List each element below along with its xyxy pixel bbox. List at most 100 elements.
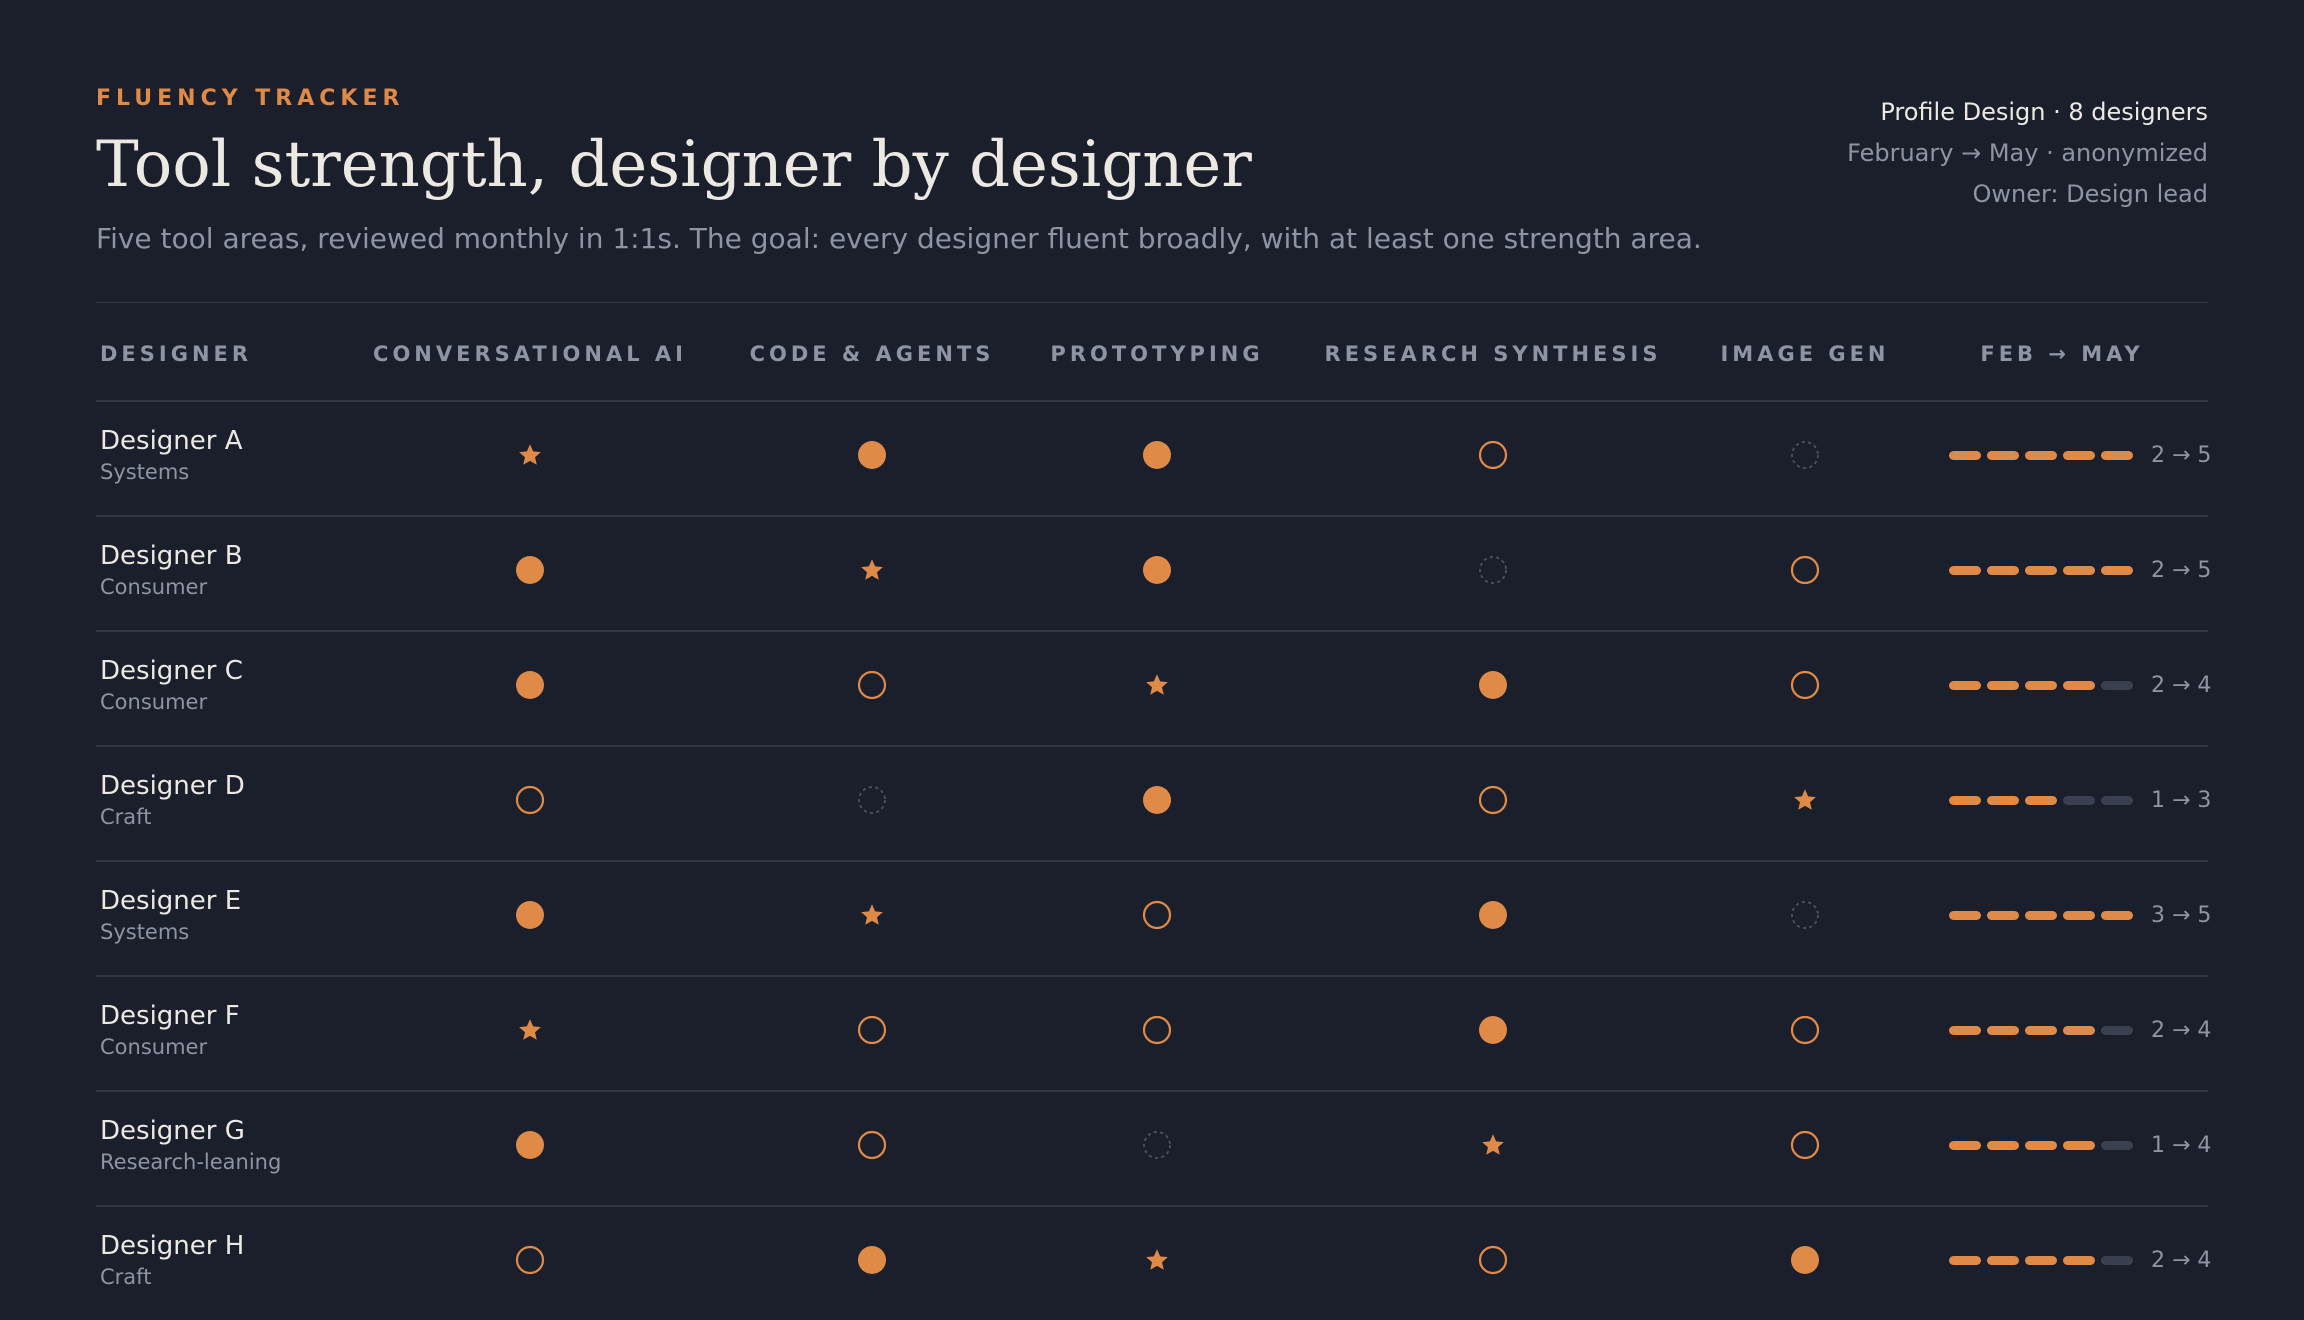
page-subtitle: Five tool areas, reviewed monthly in 1:1… xyxy=(96,222,1702,255)
designer-name: Designer E xyxy=(100,886,242,916)
designer-cell: Designer E Systems xyxy=(100,886,241,944)
trend-segment xyxy=(2063,1255,2095,1265)
trend-segment xyxy=(2101,565,2133,575)
trend-indicator: 2 → 4 xyxy=(1949,1246,2211,1274)
designer-team: Systems xyxy=(100,460,190,484)
trend-segment xyxy=(2101,450,2133,460)
trend-segment xyxy=(1949,1025,1981,1035)
outline-circle-icon xyxy=(514,1244,546,1276)
trend-indicator: 3 → 5 xyxy=(1949,901,2211,929)
star-icon xyxy=(514,1014,546,1046)
column-header-conversational-ai: CONVERSATIONAL AI xyxy=(373,342,687,366)
designer-cell: Designer G Research-leaning xyxy=(100,1116,281,1174)
column-header-research-synthesis: RESEARCH SYNTHESIS xyxy=(1324,342,1662,366)
trend-segment xyxy=(1949,680,1981,690)
dashed-circle-icon xyxy=(1789,439,1821,471)
trend-segment xyxy=(2025,1025,2057,1035)
trend-segment xyxy=(1987,1255,2019,1265)
outline-circle-icon xyxy=(1789,1014,1821,1046)
table-row: Designer B Consumer 2 → 5 xyxy=(96,515,2211,630)
star-icon xyxy=(1141,1244,1173,1276)
trend-segment xyxy=(2101,680,2133,690)
trend-segment xyxy=(2063,1025,2095,1035)
filled-circle-icon xyxy=(856,1244,888,1276)
outline-circle-icon xyxy=(1789,1129,1821,1161)
designer-team: Craft xyxy=(100,1265,152,1289)
eyebrow-label: FLUENCY TRACKER xyxy=(96,86,405,111)
trend-segment xyxy=(1949,565,1981,575)
designer-name: Designer D xyxy=(100,771,245,801)
outline-circle-icon xyxy=(514,784,546,816)
designer-team: Consumer xyxy=(100,575,208,599)
outline-circle-icon xyxy=(856,1129,888,1161)
outline-circle-icon xyxy=(856,669,888,701)
star-icon xyxy=(1789,784,1821,816)
trend-segment xyxy=(2063,450,2095,460)
designer-cell: Designer D Craft xyxy=(100,771,245,829)
designer-team: Craft xyxy=(100,805,152,829)
designer-team: Research-leaning xyxy=(100,1150,282,1174)
column-header-trend: FEB → MAY xyxy=(1980,342,2144,366)
filled-circle-icon xyxy=(1141,439,1173,471)
table-row: Designer G Research-leaning 1 → 4 xyxy=(96,1090,2211,1205)
designer-name: Designer B xyxy=(100,541,243,571)
trend-label: 2 → 5 xyxy=(2151,442,2212,468)
outline-circle-icon xyxy=(1141,899,1173,931)
trend-label: 2 → 4 xyxy=(2151,1017,2212,1043)
trend-segment xyxy=(1949,795,1981,805)
trend-label: 2 → 4 xyxy=(2151,672,2212,698)
designer-cell: Designer H Craft xyxy=(100,1231,244,1289)
filled-circle-icon xyxy=(1477,899,1509,931)
filled-circle-icon xyxy=(1141,784,1173,816)
trend-segment xyxy=(2025,795,2057,805)
trend-segment xyxy=(2063,795,2095,805)
meta-date-range: February → May · anonymized xyxy=(1847,139,2208,167)
trend-segment xyxy=(2025,910,2057,920)
filled-circle-icon xyxy=(856,439,888,471)
column-header-prototyping: PROTOTYPING xyxy=(1050,342,1264,366)
trend-segment xyxy=(1987,450,2019,460)
outline-circle-icon xyxy=(1477,784,1509,816)
trend-segment xyxy=(2025,680,2057,690)
designer-name: Designer G xyxy=(100,1116,245,1146)
trend-label: 2 → 5 xyxy=(2151,557,2212,583)
dashed-circle-icon xyxy=(856,784,888,816)
trend-segment xyxy=(2025,1255,2057,1265)
trend-segment xyxy=(2063,680,2095,690)
trend-label: 1 → 3 xyxy=(2151,787,2212,813)
filled-circle-icon xyxy=(514,899,546,931)
trend-segment xyxy=(2101,1255,2133,1265)
designer-team: Systems xyxy=(100,920,190,944)
star-icon xyxy=(514,439,546,471)
designer-name: Designer C xyxy=(100,656,243,686)
trend-segment xyxy=(1987,1025,2019,1035)
trend-segment xyxy=(1987,1140,2019,1150)
trend-segment xyxy=(1987,565,2019,575)
table-header: DESIGNER CONVERSATIONAL AI CODE & AGENTS… xyxy=(96,342,2208,382)
trend-segment xyxy=(2101,910,2133,920)
dashed-circle-icon xyxy=(1141,1129,1173,1161)
trend-segment xyxy=(2025,565,2057,575)
trend-segment xyxy=(2025,450,2057,460)
outline-circle-icon xyxy=(1789,669,1821,701)
designer-team: Consumer xyxy=(100,690,208,714)
meta-info: Profile Design · 8 designers February → … xyxy=(1847,92,2208,215)
meta-owner: Owner: Design lead xyxy=(1972,180,2208,208)
trend-segment xyxy=(2063,565,2095,575)
trend-segment xyxy=(1949,1140,1981,1150)
column-header-designer: DESIGNER xyxy=(100,342,253,366)
trend-indicator: 2 → 5 xyxy=(1949,556,2211,584)
table-row: Designer A Systems 2 → 5 xyxy=(96,400,2212,515)
designer-table-body: Designer A Systems 2 → 5 Designer B Consumer… xyxy=(96,400,2212,1320)
filled-circle-icon xyxy=(514,669,546,701)
outline-circle-icon xyxy=(856,1014,888,1046)
trend-segment xyxy=(1949,1255,1981,1265)
designer-cell: Designer A Systems xyxy=(100,426,243,484)
filled-circle-icon xyxy=(1477,669,1509,701)
outline-circle-icon xyxy=(1789,554,1821,586)
filled-circle-icon xyxy=(1789,1244,1821,1276)
column-header-image-gen: IMAGE GEN xyxy=(1720,342,1890,366)
filled-circle-icon xyxy=(1141,554,1173,586)
trend-segment xyxy=(1987,910,2019,920)
table-row: Designer D Craft 1 → 3 xyxy=(96,745,2212,860)
